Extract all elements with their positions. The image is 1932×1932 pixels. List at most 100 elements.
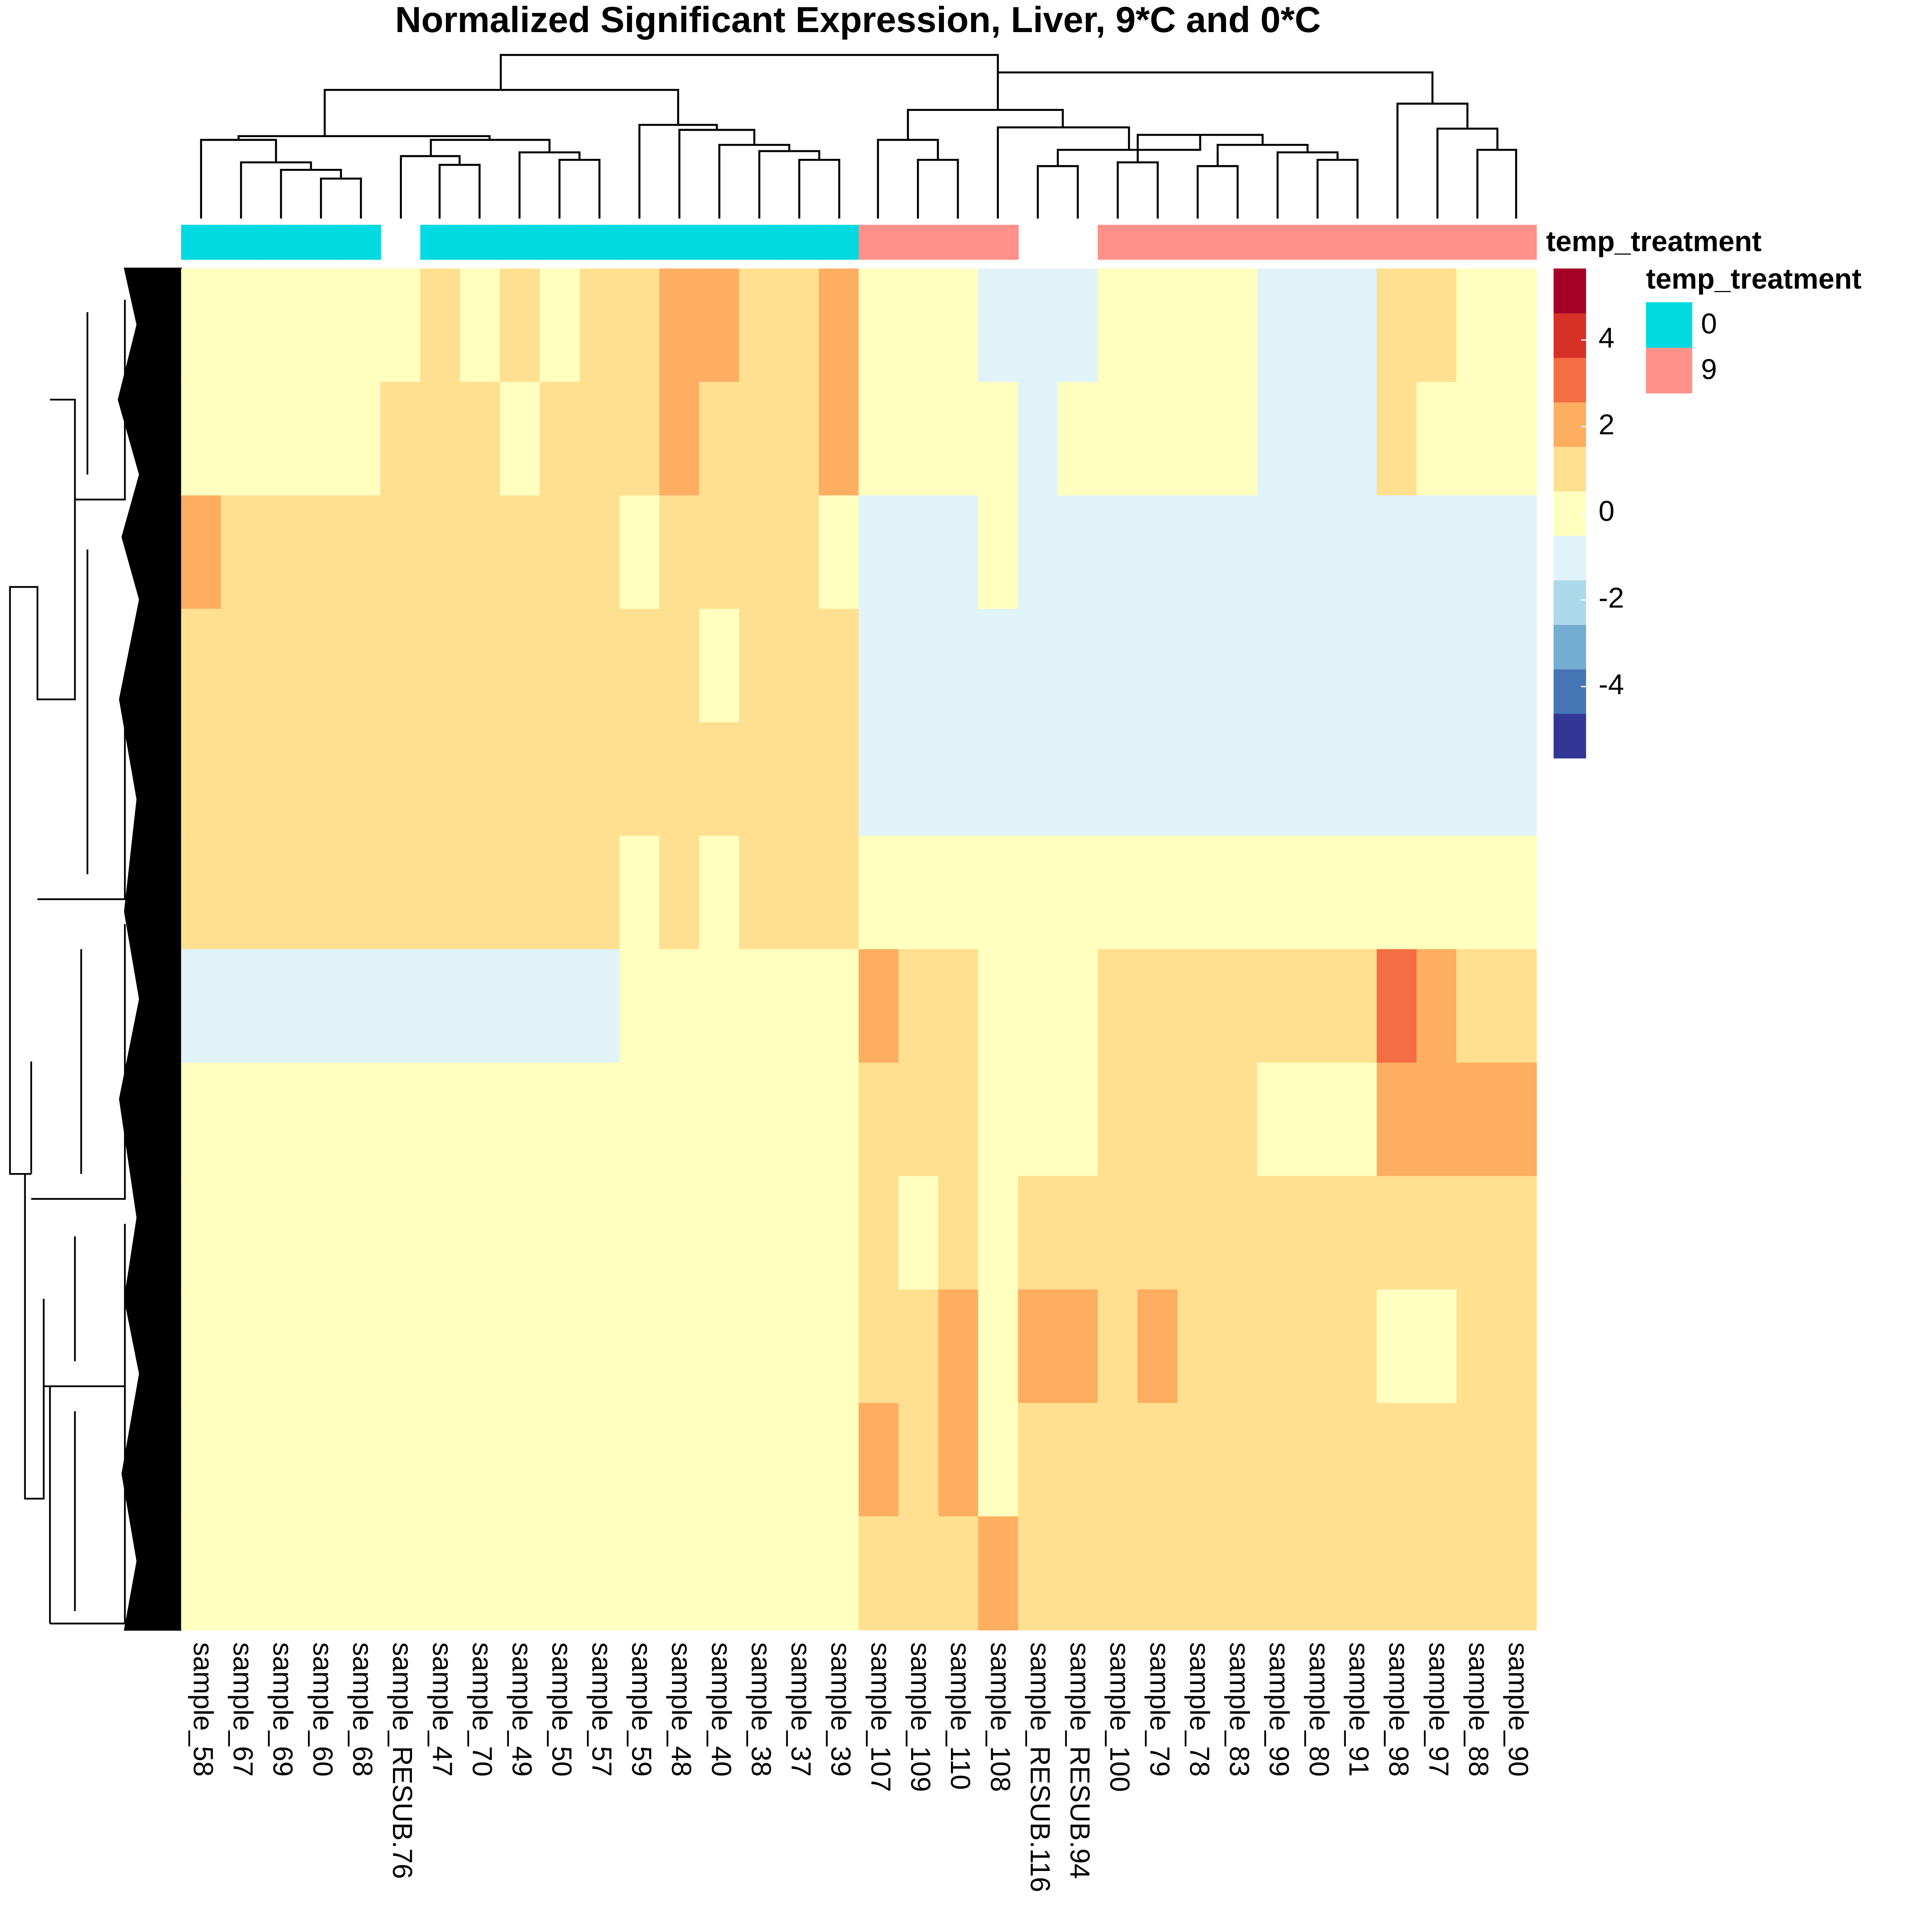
heatmap-cell xyxy=(699,949,740,1063)
heatmap-cell xyxy=(1456,1062,1497,1177)
heatmap-cell xyxy=(1456,1289,1497,1404)
heatmap-cell xyxy=(500,949,541,1063)
heatmap-cell xyxy=(659,1403,700,1517)
heatmap-cell xyxy=(1456,1403,1497,1517)
heatmap-cell xyxy=(500,609,541,723)
heatmap-cell xyxy=(1337,382,1378,496)
heatmap-cell xyxy=(859,495,899,610)
heatmap-cell xyxy=(539,835,580,950)
column-label: sample_108 xyxy=(985,1642,1015,1792)
heatmap-cell xyxy=(260,1289,301,1404)
heatmap-cell xyxy=(1417,495,1457,610)
heatmap-cell xyxy=(1217,1403,1258,1517)
heatmap-cell xyxy=(699,835,740,950)
heatmap-cell xyxy=(699,495,740,610)
heatmap-cell xyxy=(260,722,301,837)
heatmap-cell xyxy=(221,722,262,837)
column-label: sample_39 xyxy=(825,1642,856,1777)
heatmap-cell xyxy=(380,609,421,723)
annotation-cell xyxy=(500,224,541,260)
row-dendrogram xyxy=(9,267,182,1631)
heatmap-cell xyxy=(818,1176,859,1290)
heatmap-cell xyxy=(221,382,262,496)
heatmap-cell xyxy=(1297,722,1338,837)
heatmap-cell xyxy=(1417,1403,1457,1517)
heatmap-cell xyxy=(659,495,700,610)
heatmap-cell xyxy=(859,382,899,496)
heatmap-cell xyxy=(539,609,580,723)
heatmap-cell xyxy=(1018,495,1059,610)
heatmap-cell xyxy=(1337,1176,1378,1290)
heatmap-cell xyxy=(619,1176,660,1290)
colorbar-swatch xyxy=(1553,268,1586,314)
heatmap-cell xyxy=(1417,722,1457,837)
heatmap-cell xyxy=(460,1176,501,1290)
heatmap-cell xyxy=(1496,1403,1537,1517)
heatmap-cell xyxy=(938,609,979,723)
heatmap-cell xyxy=(1417,382,1457,496)
column-label: sample_57 xyxy=(586,1642,617,1777)
heatmap-cell xyxy=(1376,609,1417,723)
heatmap-cell xyxy=(1297,949,1338,1063)
annotation-cell xyxy=(1177,224,1218,260)
heatmap-cell xyxy=(1257,722,1298,837)
column-label: sample_83 xyxy=(1224,1642,1254,1777)
heatmap-cell xyxy=(1297,495,1338,610)
heatmap-cell xyxy=(1496,1176,1537,1290)
heatmap-cell xyxy=(1257,609,1298,723)
heatmap-cell xyxy=(1257,1062,1298,1177)
heatmap-cell xyxy=(500,382,541,496)
heatmap-cell xyxy=(739,1176,780,1290)
colorbar-swatch xyxy=(1553,713,1586,759)
heatmap-cell xyxy=(859,949,899,1063)
column-label: sample_58 xyxy=(187,1642,218,1777)
heatmap-cell xyxy=(1018,722,1059,837)
heatmap-cell xyxy=(580,1176,620,1290)
heatmap-cell xyxy=(1138,1176,1178,1290)
heatmap-cell xyxy=(500,1289,541,1404)
heatmap-cell xyxy=(420,382,461,496)
heatmap-cell xyxy=(221,1516,262,1631)
column-label: sample_48 xyxy=(666,1642,696,1777)
heatmap-cell xyxy=(1417,268,1457,383)
annotation-cell xyxy=(619,224,660,260)
heatmap-cell xyxy=(739,722,780,837)
heatmap-cell xyxy=(1417,609,1457,723)
heatmap-cell xyxy=(340,1176,381,1290)
column-label: sample_60 xyxy=(307,1642,338,1777)
heatmap-cell xyxy=(1337,1516,1378,1631)
heatmap-cell xyxy=(1456,268,1497,383)
heatmap-cell xyxy=(619,1062,660,1177)
annotation-cell xyxy=(221,224,262,260)
heatmap-cell xyxy=(779,1289,820,1404)
heatmap-cell xyxy=(1177,268,1218,383)
colorbar-swatch xyxy=(1553,313,1586,358)
heatmap-cell xyxy=(539,268,580,383)
heatmap-cell xyxy=(580,722,620,837)
heatmap-cell xyxy=(460,835,501,950)
heatmap-cell xyxy=(539,1403,580,1517)
heatmap-cell xyxy=(460,722,501,837)
heatmap-cell xyxy=(420,722,461,837)
column-label: sample_107 xyxy=(865,1642,896,1792)
annotation-cell xyxy=(181,224,222,260)
heatmap-cell xyxy=(580,382,620,496)
heatmap-cell xyxy=(539,1289,580,1404)
heatmap-cell xyxy=(1257,949,1298,1063)
heatmap-cell xyxy=(898,949,939,1063)
heatmap-cell xyxy=(340,949,381,1063)
heatmap-cell xyxy=(580,1062,620,1177)
heatmap-cell xyxy=(500,722,541,837)
heatmap-cell xyxy=(739,949,780,1063)
heatmap-cell xyxy=(859,609,899,723)
column-label: sample_79 xyxy=(1144,1642,1175,1777)
heatmap-cell xyxy=(978,1516,1019,1631)
heatmap-cell xyxy=(301,1062,341,1177)
heatmap-cell xyxy=(978,495,1019,610)
column-label: sample_37 xyxy=(786,1642,816,1777)
heatmap-cell xyxy=(1138,949,1178,1063)
heatmap-cell xyxy=(1058,722,1099,837)
annotation-cell xyxy=(978,224,1019,260)
heatmap-cell xyxy=(619,722,660,837)
heatmap-cell xyxy=(1018,1062,1059,1177)
